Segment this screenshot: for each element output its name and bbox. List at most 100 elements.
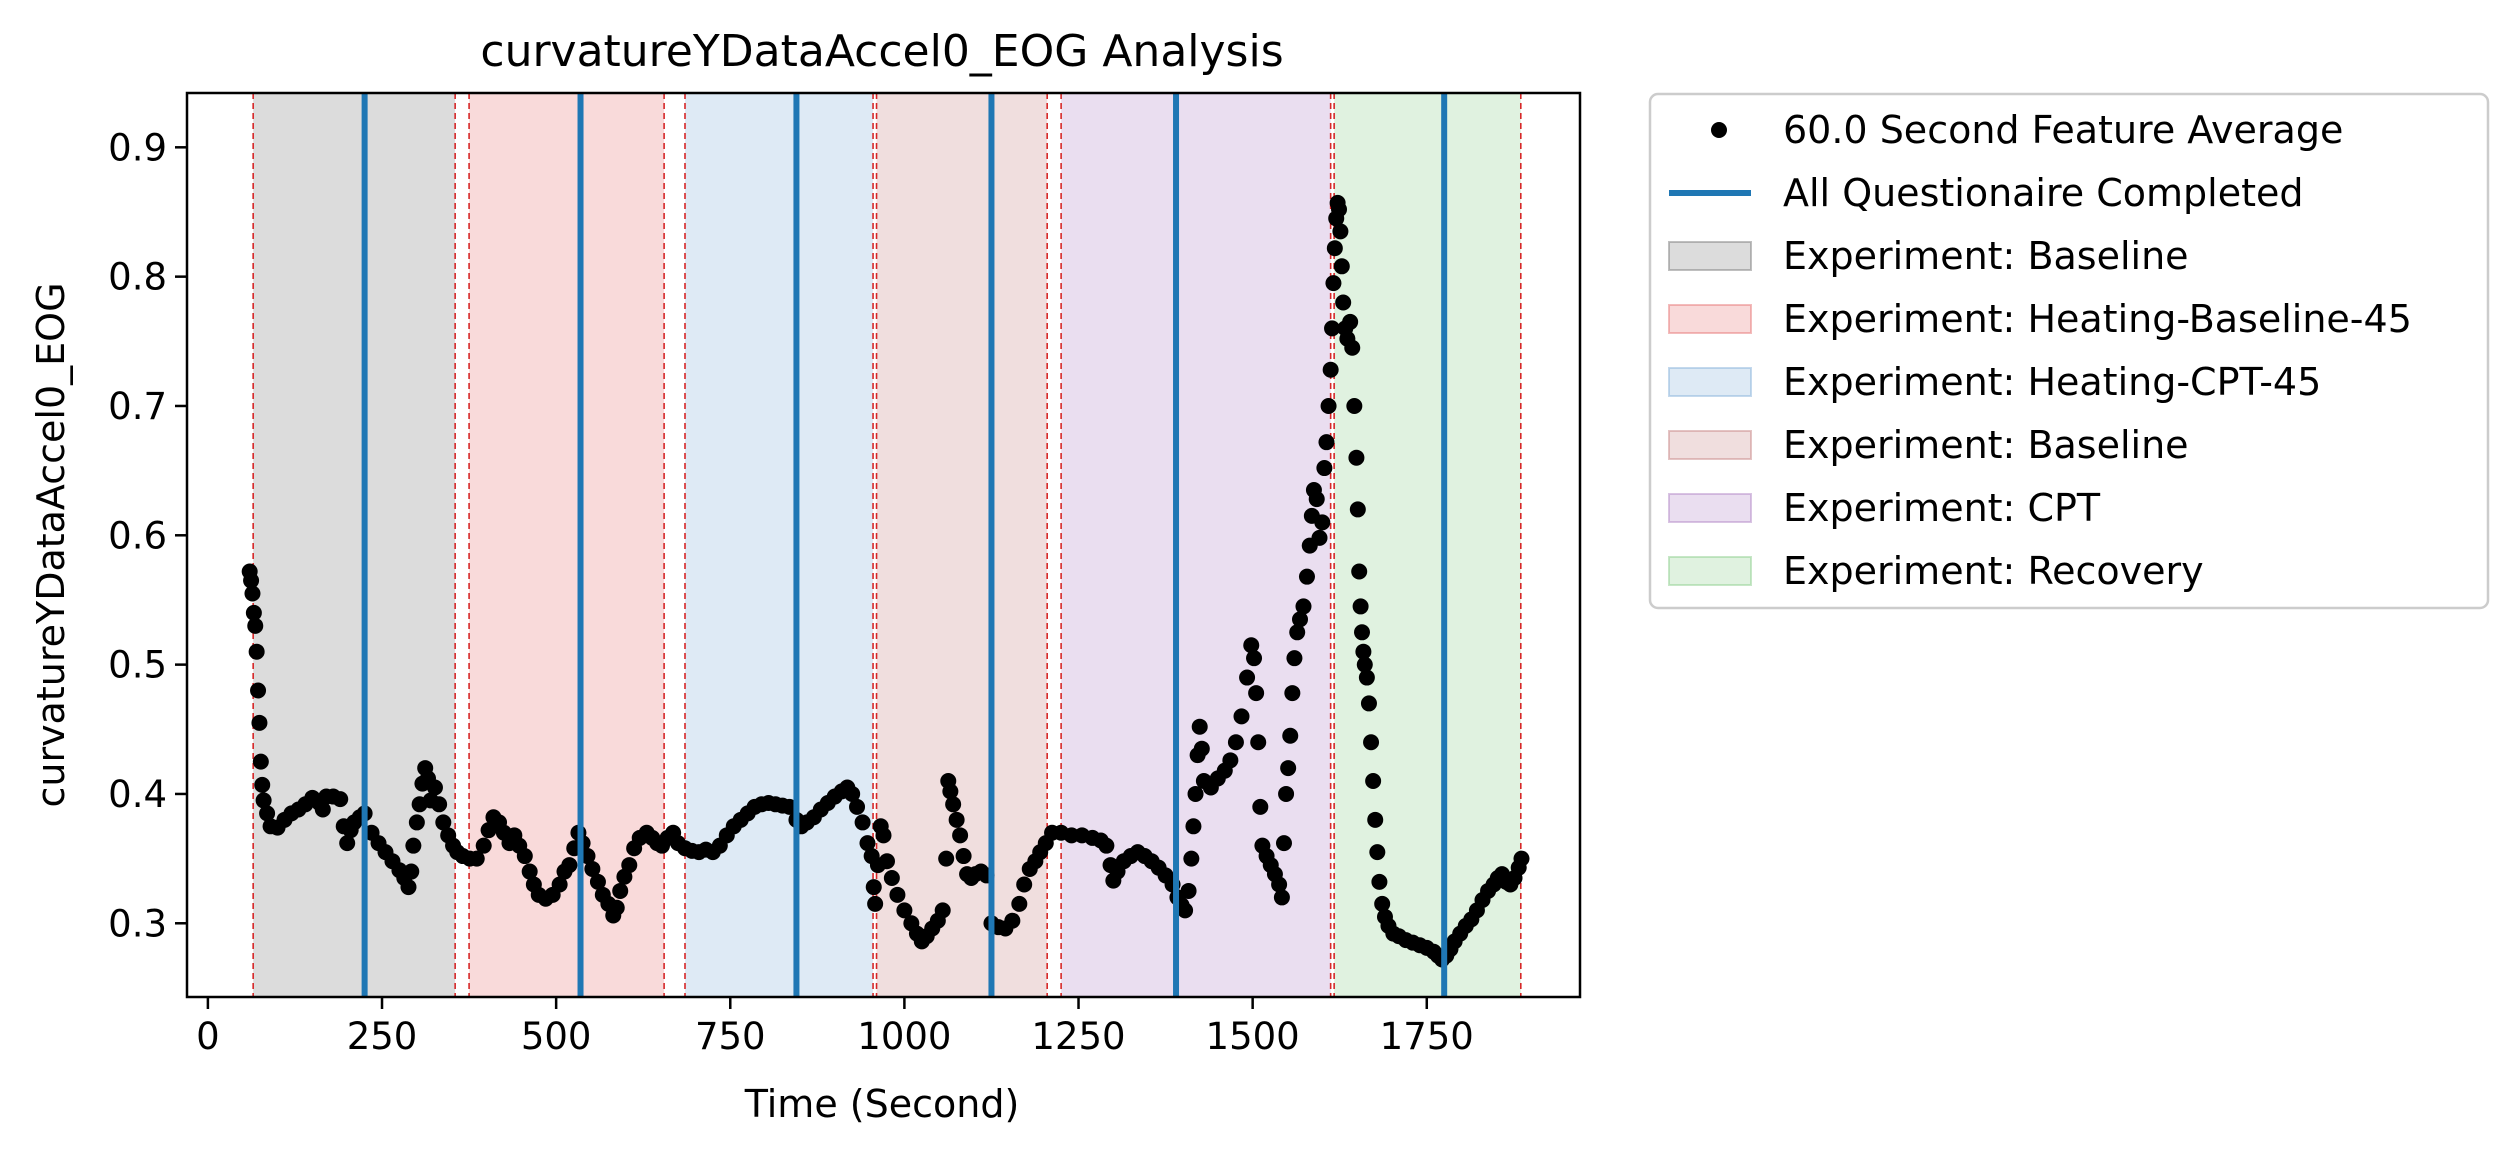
data-point-128 xyxy=(878,853,895,870)
data-point-230 xyxy=(1326,240,1343,257)
data-point-118 xyxy=(844,785,861,802)
y-tick-label-1: 0.4 xyxy=(108,773,167,816)
x-tick-label-0: 0 xyxy=(196,1015,220,1058)
data-point-130 xyxy=(889,886,906,903)
data-point-185 xyxy=(1187,785,1204,802)
data-point-62 xyxy=(516,848,533,865)
data-point-223 xyxy=(1314,514,1331,531)
data-point-245 xyxy=(1352,598,1369,615)
data-point-199 xyxy=(1248,685,1265,702)
data-point-54 xyxy=(475,837,492,854)
data-point-222 xyxy=(1311,529,1328,546)
legend-label-0: 60.0 Second Feature Average xyxy=(1783,108,2343,152)
data-point-241 xyxy=(1346,397,1363,414)
data-point-251 xyxy=(1363,734,1380,751)
data-point-46 xyxy=(431,796,448,813)
data-point-181 xyxy=(1177,902,1194,919)
data-point-9 xyxy=(254,776,271,793)
data-point-145 xyxy=(955,848,972,865)
data-point-252 xyxy=(1365,773,1382,790)
x-tick-label-4: 1000 xyxy=(857,1015,951,1058)
data-point-39 xyxy=(408,814,425,831)
data-point-139 xyxy=(938,850,955,867)
legend-label-2: Experiment: Baseline xyxy=(1783,234,2189,278)
data-point-235 xyxy=(1333,258,1350,275)
data-point-70 xyxy=(561,857,578,874)
data-point-63 xyxy=(521,863,538,880)
data-point-239 xyxy=(1342,313,1359,330)
data-point-144 xyxy=(952,827,969,844)
data-point-217 xyxy=(1298,568,1315,585)
data-point-80 xyxy=(608,899,625,916)
region-3 xyxy=(876,93,1048,997)
data-point-210 xyxy=(1280,760,1297,777)
data-point-194 xyxy=(1227,734,1244,751)
data-point-68 xyxy=(551,876,568,893)
data-point-11 xyxy=(259,805,276,822)
data-point-45 xyxy=(426,779,443,796)
y-tick-label-2: 0.5 xyxy=(108,644,167,687)
data-point-121 xyxy=(859,835,876,852)
data-point-206 xyxy=(1271,876,1288,893)
data-point-201 xyxy=(1252,798,1269,815)
points-layer xyxy=(241,194,1530,968)
data-point-6 xyxy=(250,682,267,699)
data-point-75 xyxy=(584,860,601,877)
x-axis-label: Time (Second) xyxy=(744,1082,1020,1126)
data-point-244 xyxy=(1351,563,1368,580)
data-point-242 xyxy=(1348,449,1365,466)
legend-swatch-5 xyxy=(1668,430,1752,460)
data-point-47 xyxy=(435,814,452,831)
questionnaire-lines-layer xyxy=(361,93,1448,997)
data-point-284 xyxy=(1513,850,1530,867)
data-point-131 xyxy=(896,902,913,919)
y-tick-label-5: 0.8 xyxy=(108,256,167,299)
data-point-240 xyxy=(1344,339,1361,356)
y-axis-label: curvatureYDataAccel0_EOG xyxy=(29,282,73,807)
data-point-193 xyxy=(1222,752,1239,769)
data-point-246 xyxy=(1353,624,1370,641)
data-point-247 xyxy=(1355,643,1372,660)
data-point-200 xyxy=(1250,734,1267,751)
plot-area xyxy=(185,91,1582,999)
y-tick-label-3: 0.6 xyxy=(108,514,167,557)
plot-frame xyxy=(185,91,1582,999)
data-point-184 xyxy=(1185,818,1202,835)
data-point-256 xyxy=(1374,895,1391,912)
data-point-23 xyxy=(332,791,349,808)
data-point-229 xyxy=(1325,275,1342,292)
data-point-226 xyxy=(1320,397,1337,414)
data-point-2 xyxy=(244,585,261,602)
data-point-227 xyxy=(1322,361,1339,378)
legend-label-4: Experiment: Heating-CPT-45 xyxy=(1783,360,2321,404)
data-point-81 xyxy=(612,882,629,899)
x-tick-label-1: 250 xyxy=(347,1015,418,1058)
data-point-142 xyxy=(945,796,962,813)
data-point-243 xyxy=(1349,501,1366,518)
legend-frame xyxy=(1648,92,2490,610)
x-tick-label-3: 750 xyxy=(695,1015,766,1058)
legend-label-6: Experiment: CPT xyxy=(1783,486,2101,530)
x-tick-label-2: 500 xyxy=(521,1015,592,1058)
legend-swatch-7 xyxy=(1668,556,1752,586)
data-point-124 xyxy=(867,895,884,912)
data-point-120 xyxy=(854,814,871,831)
data-point-188 xyxy=(1193,740,1210,757)
data-point-4 xyxy=(247,617,264,634)
chart-title: curvatureYDataAccel0_EOG Analysis xyxy=(480,26,1283,77)
region-2 xyxy=(684,93,874,997)
data-point-143 xyxy=(948,811,965,828)
data-point-249 xyxy=(1358,669,1375,686)
data-point-141 xyxy=(942,783,959,800)
data-point-183 xyxy=(1183,850,1200,867)
data-point-5 xyxy=(248,643,265,660)
data-point-212 xyxy=(1284,685,1301,702)
data-point-8 xyxy=(252,753,269,770)
data-point-228 xyxy=(1324,320,1341,337)
legend-label-1: All Questionaire Completed xyxy=(1783,171,2304,215)
data-point-53 xyxy=(468,850,485,867)
data-point-234 xyxy=(1332,223,1349,240)
data-point-225 xyxy=(1318,434,1335,451)
region-5 xyxy=(1334,93,1521,997)
